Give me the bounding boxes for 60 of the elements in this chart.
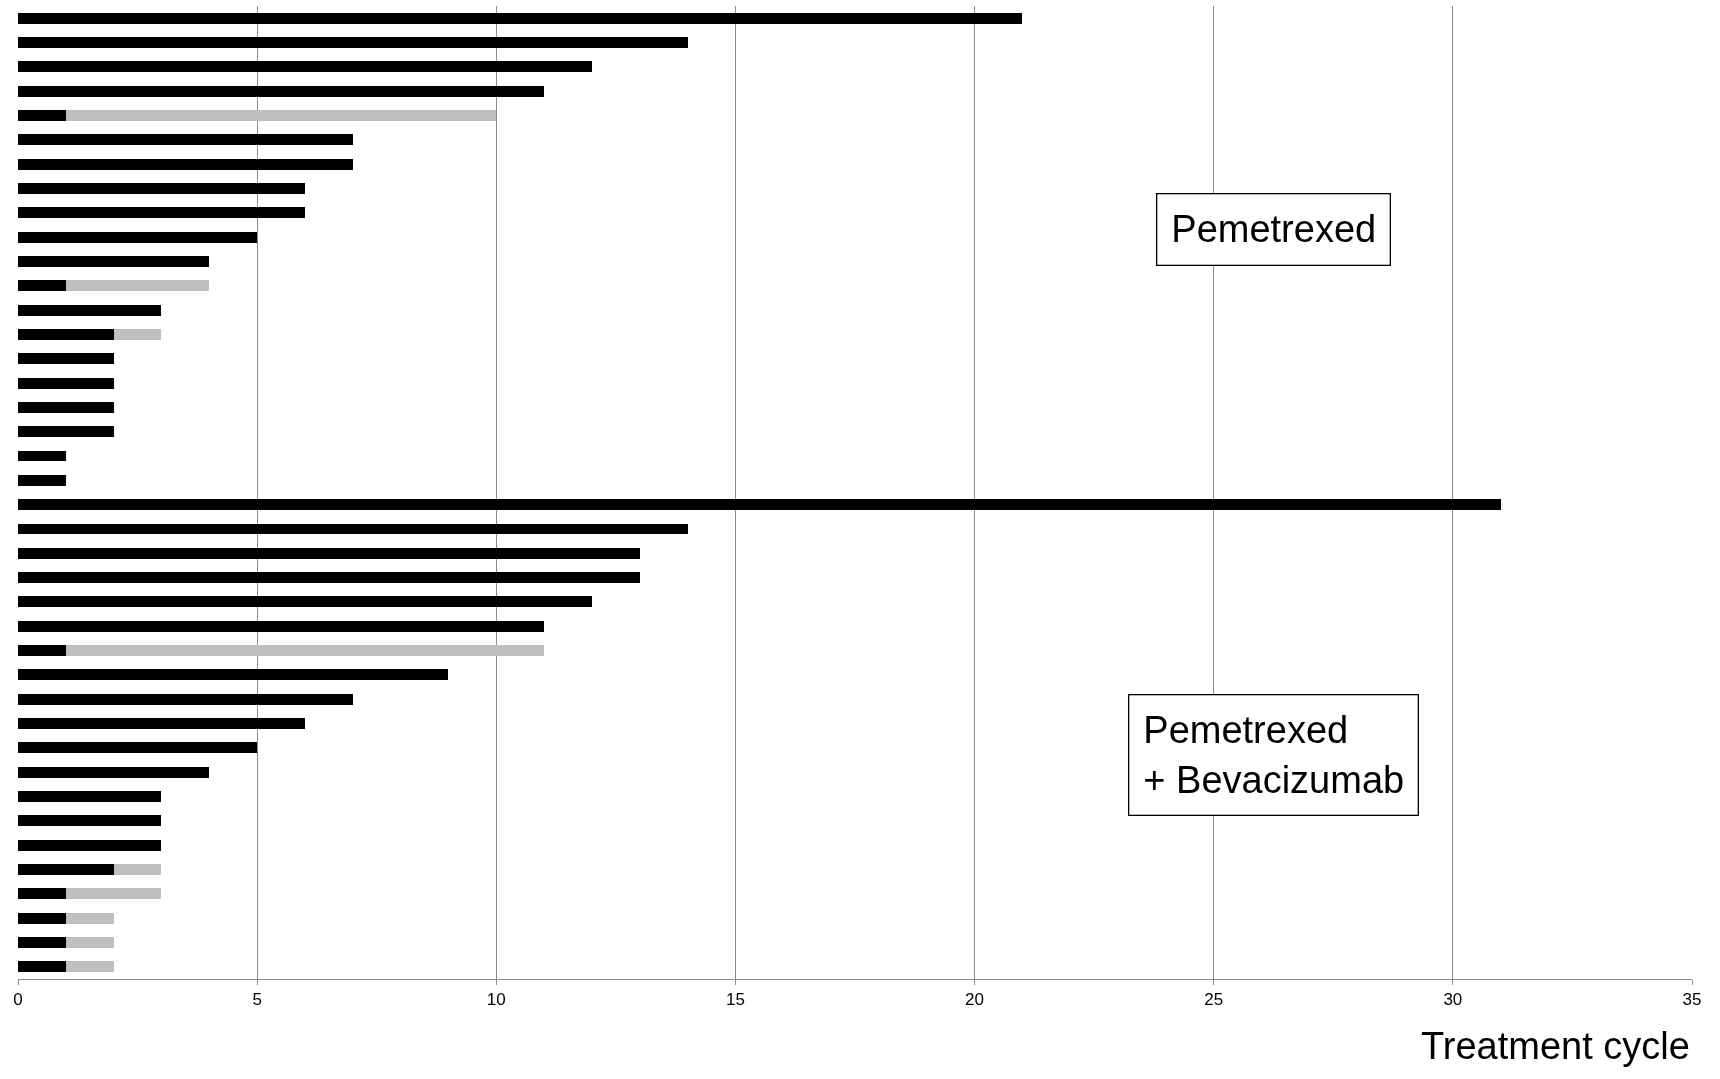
bar <box>18 499 1501 511</box>
bar <box>18 693 353 705</box>
bar <box>18 401 114 413</box>
bar <box>65 280 210 292</box>
bar <box>18 85 545 97</box>
bar <box>18 280 66 292</box>
bar <box>18 134 353 146</box>
bar <box>18 839 162 851</box>
bar <box>18 304 162 316</box>
x-tick-label: 35 <box>1682 990 1702 1010</box>
x-tick-label: 15 <box>725 990 745 1010</box>
annotation: Pemetrexed + Bevacizumab <box>1143 709 1405 801</box>
bar <box>18 231 258 243</box>
bar <box>18 669 449 681</box>
bar <box>18 353 114 365</box>
bar <box>18 377 114 389</box>
bar <box>113 864 162 876</box>
bar <box>18 182 305 194</box>
bar <box>18 815 162 827</box>
bar <box>18 791 162 803</box>
bar <box>18 864 114 876</box>
bar <box>18 450 66 462</box>
x-tick-label: 5 <box>252 990 262 1010</box>
bar <box>18 61 592 73</box>
bar <box>18 572 640 584</box>
bar <box>18 474 66 486</box>
x-axis-title: Treatment cycle <box>1421 1025 1690 1067</box>
bar <box>18 718 305 730</box>
bar <box>18 766 210 778</box>
x-tick-label: 10 <box>486 990 506 1010</box>
bar <box>65 912 114 924</box>
bar <box>18 937 66 948</box>
bar <box>18 255 210 267</box>
x-tick-label: 25 <box>1204 990 1224 1010</box>
x-tick-label: 0 <box>13 990 23 1010</box>
bar <box>18 37 688 48</box>
bar <box>65 961 114 973</box>
bar <box>18 645 66 657</box>
bar <box>65 645 545 657</box>
bar <box>65 888 162 900</box>
bar <box>18 328 114 340</box>
bar <box>18 888 66 900</box>
bar <box>18 158 353 170</box>
x-tick-label: 30 <box>1443 990 1463 1010</box>
bar <box>18 596 592 608</box>
bar <box>18 523 688 535</box>
annotation: Pemetrexed <box>1171 208 1377 251</box>
x-tick-label: 20 <box>965 990 985 1010</box>
bar <box>18 12 1023 24</box>
bar <box>18 109 66 121</box>
bar <box>18 426 114 438</box>
bar <box>18 620 545 632</box>
bar <box>18 961 66 973</box>
bar <box>65 109 497 121</box>
bar <box>18 742 258 754</box>
bar <box>18 207 305 219</box>
bar <box>65 937 114 948</box>
bar <box>18 912 66 924</box>
bar <box>113 328 162 340</box>
bar <box>18 547 640 559</box>
